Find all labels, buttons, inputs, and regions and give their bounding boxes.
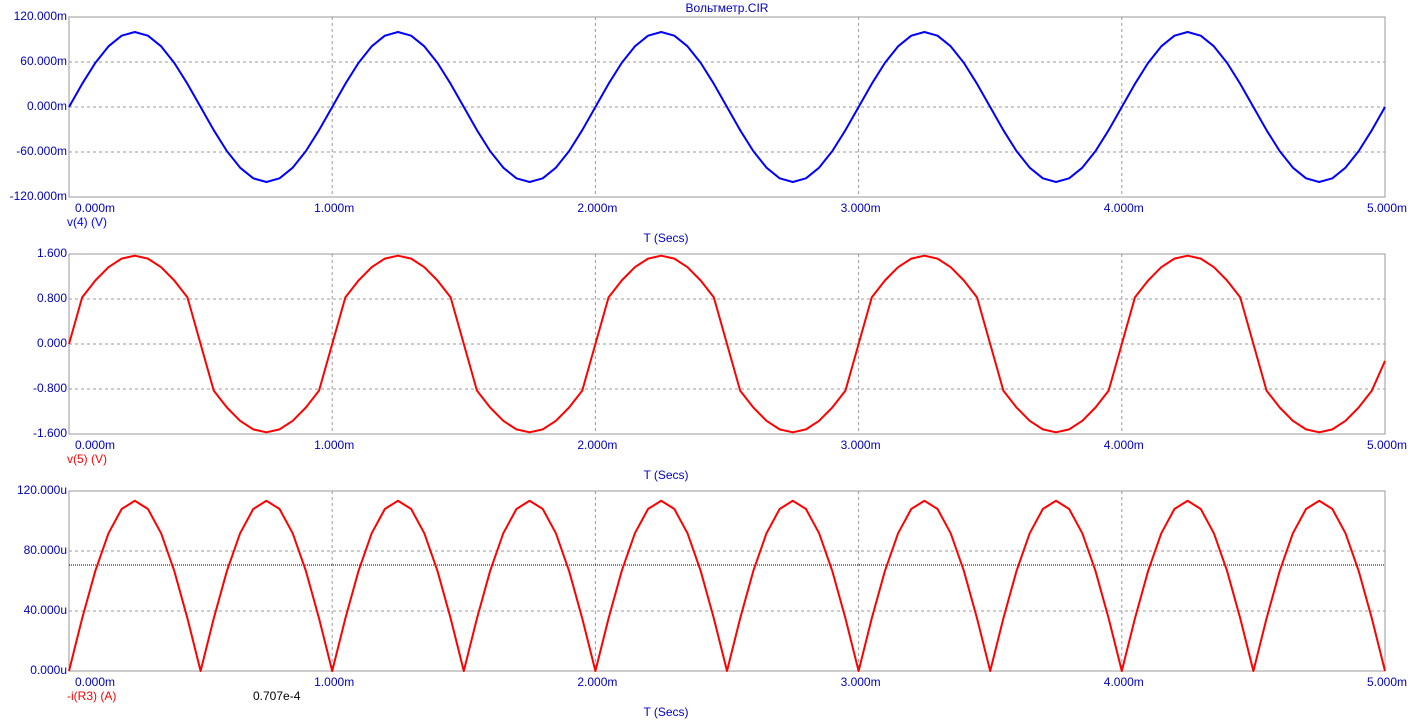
y-tick-label: 0.000m: [27, 99, 67, 113]
x-tick-label: 1.000m: [314, 201, 354, 215]
y-tick-label: 0.000: [37, 336, 67, 350]
x-tick-label: 0.000m: [75, 438, 115, 452]
x-tick-label: 0.000m: [75, 675, 115, 689]
y-tick-label: 0.000u: [30, 663, 67, 677]
x-tick-label: 0.000m: [75, 201, 115, 215]
y-tick-label: 80.000u: [24, 543, 67, 557]
x-tick-label: 5.000m: [1367, 201, 1407, 215]
y-tick-label: 60.000m: [20, 54, 67, 68]
reference-label: 0.707e-4: [253, 689, 301, 703]
x-tick-label: 5.000m: [1367, 438, 1407, 452]
series-line: [68, 31, 1386, 183]
x-axis-label: T (Secs): [643, 231, 688, 245]
x-tick-label: 2.000m: [577, 201, 617, 215]
y-tick-label: 120.000m: [14, 9, 67, 23]
x-axis-label: T (Secs): [643, 468, 688, 482]
x-tick-label: 4.000m: [1104, 675, 1144, 689]
x-tick-label: 3.000m: [841, 438, 881, 452]
y-tick-label: 120.000u: [17, 483, 67, 497]
x-tick-label: 2.000m: [577, 675, 617, 689]
x-tick-label: 4.000m: [1104, 438, 1144, 452]
y-tick-label: -1.600: [33, 426, 67, 440]
x-tick-label: 3.000m: [841, 675, 881, 689]
legend-label: v(4) (V): [67, 215, 107, 229]
x-tick-label: 4.000m: [1104, 201, 1144, 215]
series-line: [68, 499, 1386, 672]
y-tick-label: -60.000m: [16, 144, 67, 158]
legend-label: v(5) (V): [67, 452, 107, 466]
x-axis-label: T (Secs): [643, 705, 688, 719]
x-tick-label: 2.000m: [577, 438, 617, 452]
y-tick-label: 40.000u: [24, 603, 67, 617]
x-tick-label: 1.000m: [314, 675, 354, 689]
y-tick-label: 1.600: [37, 246, 67, 260]
x-tick-label: 1.000m: [314, 438, 354, 452]
series-line: [68, 254, 1386, 434]
y-tick-label: -0.800: [33, 381, 67, 395]
chart-title: Вольтметр.CIR: [686, 1, 769, 15]
x-tick-label: 3.000m: [841, 201, 881, 215]
legend-label: -i(R3) (A): [67, 689, 116, 703]
y-tick-label: -120.000m: [10, 189, 67, 203]
y-tick-label: 0.800: [37, 291, 67, 305]
x-tick-label: 5.000m: [1367, 675, 1407, 689]
